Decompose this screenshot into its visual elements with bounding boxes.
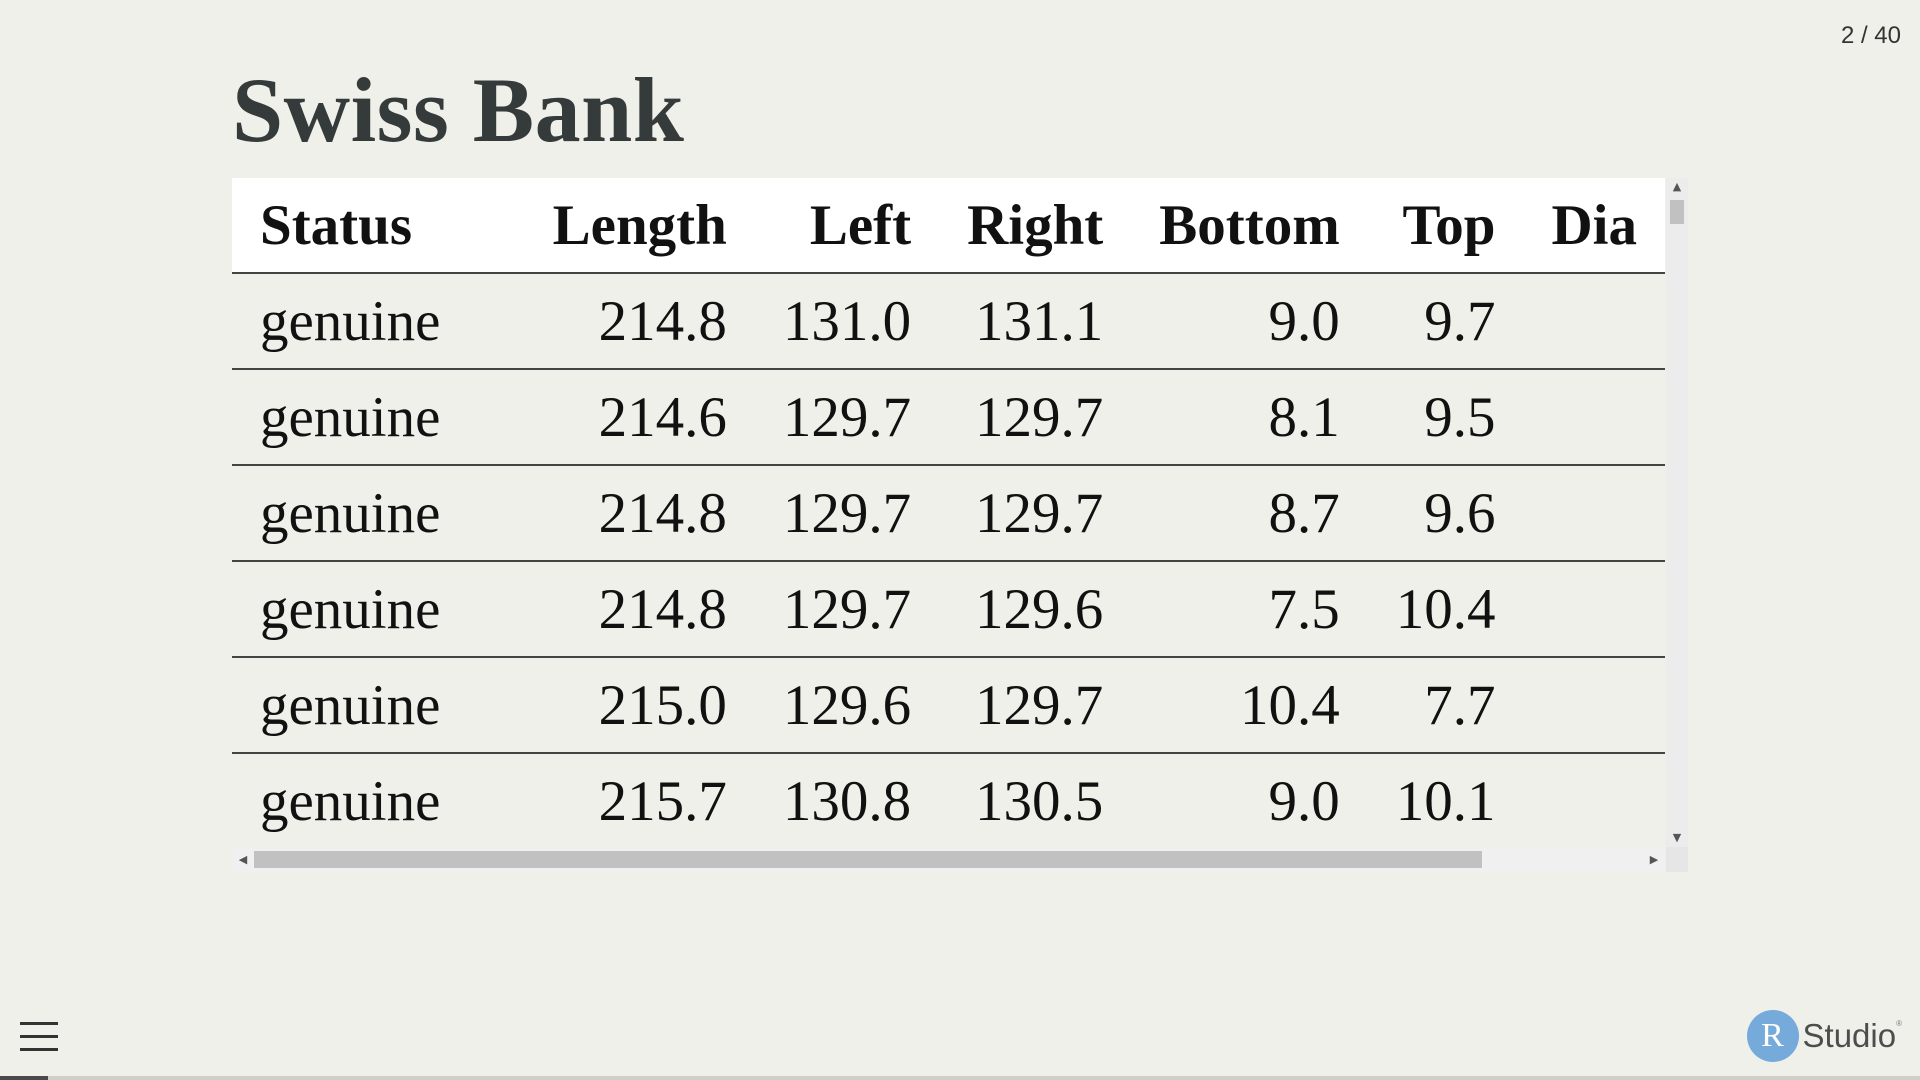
table-container: Status Length Left Right Bottom Top Dia … [232,178,1688,872]
cell-status: genuine [232,273,525,370]
cell-diagonal [1523,369,1665,466]
table-viewport[interactable]: Status Length Left Right Bottom Top Dia … [232,178,1665,847]
cell-diagonal [1523,273,1665,370]
cell-diagonal [1523,561,1665,658]
cell-status: genuine [232,369,525,466]
cell-length: 214.8 [524,465,755,562]
column-header-left[interactable]: Left [754,178,940,274]
scroll-down-arrow-icon[interactable]: ▼ [1672,831,1682,844]
cell-right: 129.7 [939,657,1132,754]
cell-left: 129.7 [754,465,940,562]
table-row: genuine 215.0 129.6 129.7 10.4 7.7 [232,657,1665,754]
cell-bottom: 8.7 [1131,465,1368,562]
cell-left: 129.7 [754,369,940,466]
cell-status: genuine [232,657,525,754]
column-header-length[interactable]: Length [524,178,755,274]
rstudio-logo: R Studio ® [1746,1009,1902,1063]
cell-length: 215.0 [524,657,755,754]
cell-top: 9.7 [1367,273,1524,370]
cell-diagonal [1523,657,1665,754]
horizontal-scroll-thumb[interactable] [254,851,1482,868]
cell-status: genuine [232,465,525,562]
column-header-diagonal[interactable]: Dia [1523,178,1665,274]
scrollbar-corner [1666,847,1688,872]
menu-bar [20,1035,58,1038]
cell-length: 214.8 [524,273,755,370]
cell-top: 7.7 [1367,657,1524,754]
cell-length: 214.6 [524,369,755,466]
cell-left: 130.8 [754,753,940,847]
vertical-scroll-thumb[interactable] [1670,200,1684,224]
cell-bottom: 8.1 [1131,369,1368,466]
menu-bar [20,1022,58,1025]
cell-bottom: 9.0 [1131,753,1368,847]
table-row: genuine 214.8 129.7 129.6 7.5 10.4 [232,561,1665,658]
vertical-scrollbar[interactable]: ▲ ▼ [1666,178,1688,847]
table-row: genuine 214.8 131.0 131.1 9.0 9.7 [232,273,1665,370]
cell-diagonal [1523,753,1665,847]
scroll-right-arrow-icon[interactable]: ▶ [1649,853,1659,866]
cell-bottom: 7.5 [1131,561,1368,658]
cell-bottom: 10.4 [1131,657,1368,754]
column-header-bottom[interactable]: Bottom [1131,178,1368,274]
scroll-up-arrow-icon[interactable]: ▲ [1672,180,1682,193]
cell-right: 129.6 [939,561,1132,658]
slide-counter: 2 / 40 [1840,22,1901,49]
cell-status: genuine [232,561,525,658]
cell-right: 130.5 [939,753,1132,847]
slide-progress-fill [0,1076,48,1080]
cell-left: 129.7 [754,561,940,658]
rstudio-logo-icon: R [1746,1010,1799,1062]
cell-bottom: 9.0 [1131,273,1368,370]
cell-length: 214.8 [524,561,755,658]
cell-right: 129.7 [939,369,1132,466]
cell-diagonal [1523,465,1665,562]
data-table: Status Length Left Right Bottom Top Dia … [232,178,1665,847]
table-row: genuine 214.6 129.7 129.7 8.1 9.5 [232,369,1665,466]
horizontal-scrollbar[interactable]: ◀ ▶ [232,847,1665,872]
cell-left: 129.6 [754,657,940,754]
slide-title: Swiss Bank [232,59,685,161]
cell-top: 10.1 [1367,753,1524,847]
menu-bar [20,1048,58,1051]
column-header-status[interactable]: Status [232,178,525,274]
cell-right: 129.7 [939,465,1132,562]
cell-status: genuine [232,753,525,847]
table-row: genuine 214.8 129.7 129.7 8.7 9.6 [232,465,1665,562]
table-row: genuine 215.7 130.8 130.5 9.0 10.1 [232,753,1665,847]
cell-right: 131.1 [939,273,1132,370]
cell-top: 10.4 [1367,561,1524,658]
rstudio-logo-text: Studio [1802,1017,1897,1054]
table-header-row: Status Length Left Right Bottom Top Dia [232,178,1665,274]
cell-top: 9.5 [1367,369,1524,466]
hamburger-menu-icon[interactable] [20,1020,58,1054]
scroll-left-arrow-icon[interactable]: ◀ [238,853,248,866]
column-header-top[interactable]: Top [1367,178,1524,274]
registered-mark: ® [1896,1019,1902,1028]
column-header-right[interactable]: Right [939,178,1132,274]
cell-top: 9.6 [1367,465,1524,562]
slide-progress-bar [0,1076,1920,1080]
cell-length: 215.7 [524,753,755,847]
cell-left: 131.0 [754,273,940,370]
